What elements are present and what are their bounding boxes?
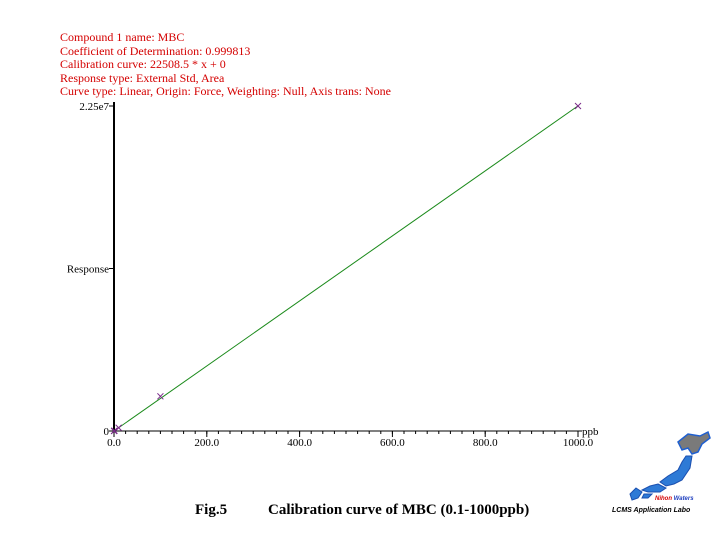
japan-map-icon: [629, 430, 711, 501]
response-type: Response type: External Std, Area: [60, 70, 225, 85]
x-tick-label: 800.0: [473, 437, 498, 449]
calibration-header: Compound 1 name: MBC Coefficient of Dete…: [60, 30, 391, 99]
chart-ticks: 0.0 200.0 400.0 600.0 800.0 1000.0ppb 0 2.25e7 R…: [67, 101, 599, 449]
data-point-stroke: [157, 392, 164, 400]
x-tick-label: 400.0: [287, 437, 312, 449]
curve-type: Curve type: Linear, Origin: Force, Weigh…: [60, 84, 391, 99]
y-tick-label: 2.25e7: [79, 101, 109, 113]
x-axis-label: ppb: [582, 426, 599, 438]
data-point-stroke: [574, 102, 582, 110]
calibration-chart: 0.0 200.0 400.0 600.0 800.0 1000.0ppb 0 2.25e7 R…: [67, 101, 599, 449]
logo-brand: Nihon Waters: [655, 496, 694, 502]
chart-series: [110, 102, 582, 435]
data-point: [115, 424, 122, 432]
data-point: [111, 427, 118, 435]
data-point: [157, 392, 164, 400]
x-tick-label: 600.0: [380, 437, 405, 449]
figure-title: Calibration curve of MBC (0.1-1000ppb): [268, 502, 530, 518]
coefficient-of-determination: Coefficient of Determination: 0.999813: [60, 43, 251, 58]
x-tick-label: 1000.0: [563, 437, 594, 449]
data-point: [574, 102, 582, 110]
figure-number: Fig.5: [195, 502, 228, 518]
y-tick-label: 0: [104, 426, 110, 438]
japan-map-logo: [629, 430, 711, 501]
fit-line: [113, 105, 579, 432]
compound-name: Compound 1 name: MBC: [60, 30, 185, 44]
data-point-stroke: [115, 424, 122, 432]
chart-axes: [113, 102, 582, 432]
y-axis-label: Response: [67, 264, 109, 276]
logo-brand-waters: Waters: [673, 496, 694, 502]
x-tick-label: 0.0: [107, 437, 121, 449]
calibration-equation: Calibration curve: 22508.5 * x + 0: [60, 57, 226, 72]
x-tick-label: 200.0: [194, 437, 219, 449]
data-point-stroke: [111, 427, 118, 435]
logo-brand-nihon: Nihon: [655, 496, 672, 502]
logo-lab: LCMS Application Labo: [612, 507, 691, 514]
